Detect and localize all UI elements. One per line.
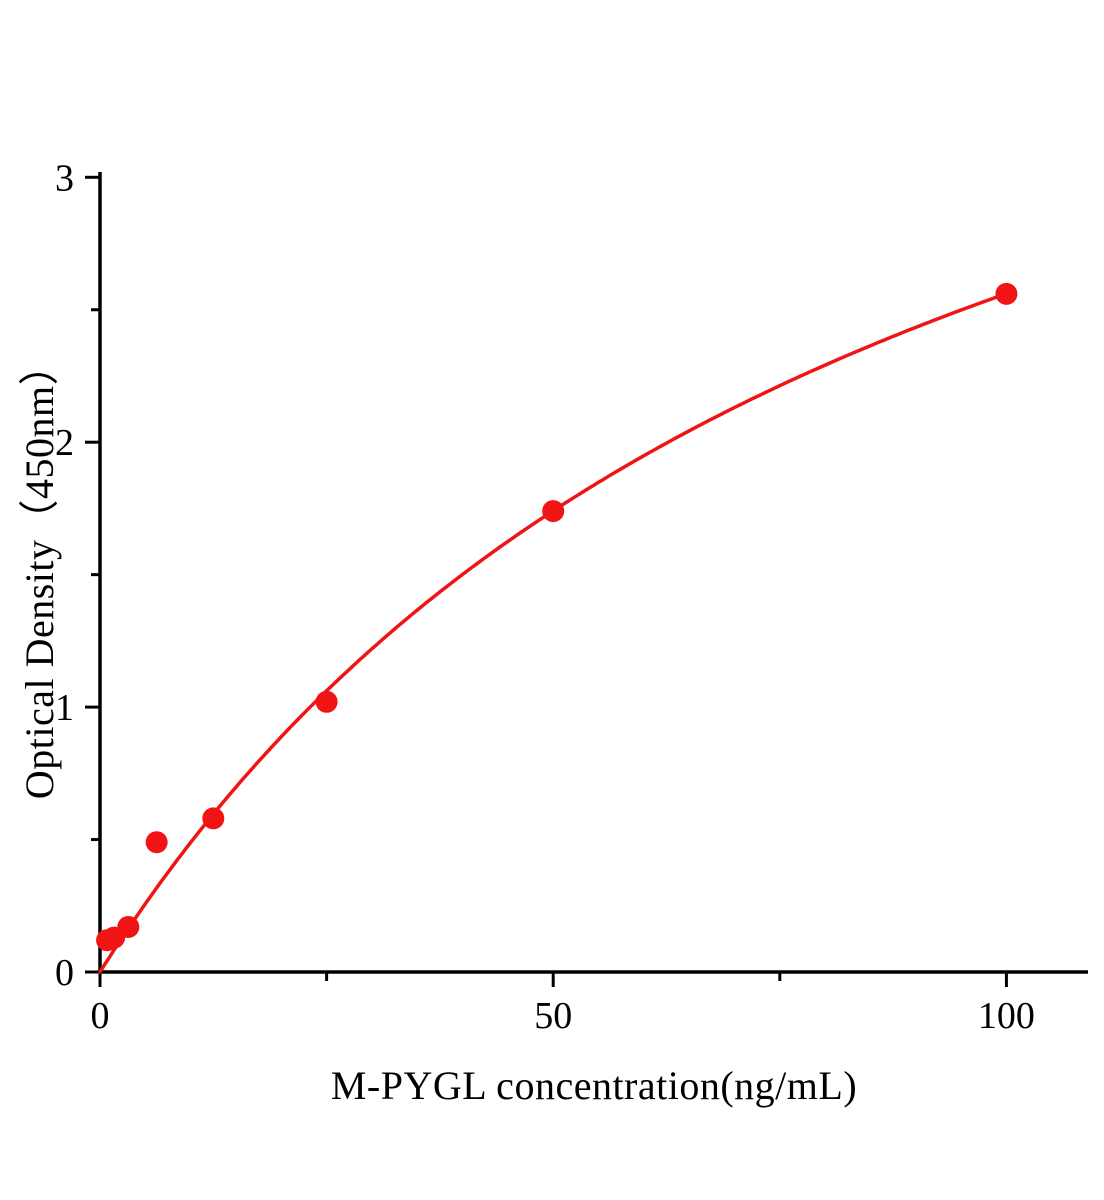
y-tick-label: 0 xyxy=(55,952,74,994)
fit-curve-line xyxy=(98,291,1009,974)
x-tick-label: 50 xyxy=(534,995,572,1037)
x-tick-label: 100 xyxy=(978,995,1035,1037)
y-tick-label: 3 xyxy=(55,157,74,199)
y-tick-label: 2 xyxy=(55,422,74,464)
y-axis-title: Optical Density（450nm） xyxy=(17,344,62,800)
x-axis-title: M-PYGL concentration(ng/mL) xyxy=(330,1063,858,1108)
data-point xyxy=(542,500,565,523)
data-point xyxy=(117,915,140,938)
data-point xyxy=(995,282,1018,305)
data-point xyxy=(202,807,225,830)
data-point xyxy=(315,690,338,713)
y-tick-label: 1 xyxy=(55,687,74,729)
data-point xyxy=(145,831,168,854)
x-tick-label: 0 xyxy=(91,995,110,1037)
